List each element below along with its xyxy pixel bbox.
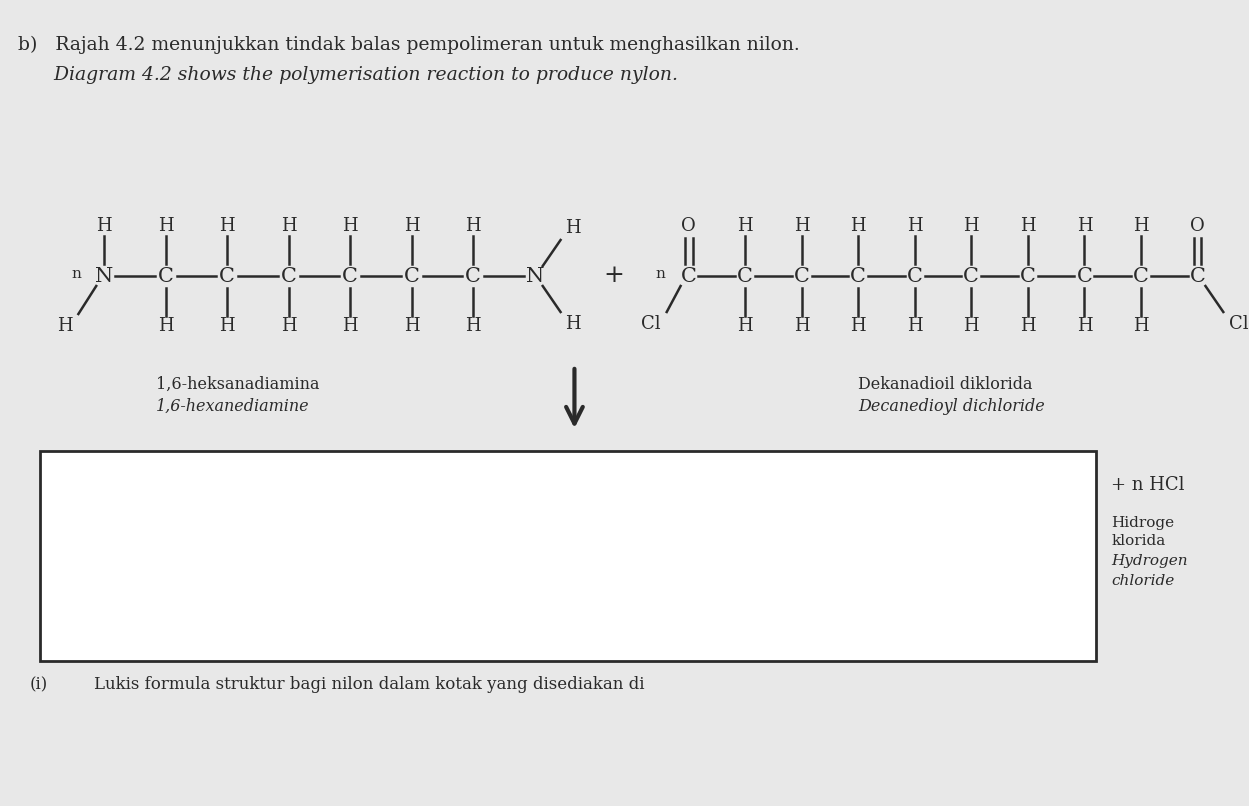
Text: H: H: [281, 317, 296, 335]
Text: N: N: [95, 267, 114, 285]
Text: H: H: [1133, 217, 1149, 235]
Text: H: H: [1020, 317, 1035, 335]
Text: H: H: [1133, 317, 1149, 335]
Text: Diagram 4.2 shows the polymerisation reaction to produce nylon.: Diagram 4.2 shows the polymerisation rea…: [17, 66, 678, 84]
Text: H: H: [794, 217, 809, 235]
Text: C: C: [681, 267, 697, 285]
Text: H: H: [794, 317, 809, 335]
Text: Cl: Cl: [1229, 315, 1249, 333]
Text: H: H: [466, 217, 481, 235]
Text: C: C: [1133, 267, 1149, 285]
Text: C: C: [793, 267, 809, 285]
Text: H: H: [96, 217, 112, 235]
Text: H: H: [1077, 217, 1092, 235]
Text: H: H: [220, 317, 235, 335]
Text: Dekanadioil diklorida: Dekanadioil diklorida: [858, 376, 1033, 393]
Text: 1,6-hexanediamine: 1,6-hexanediamine: [156, 398, 310, 415]
Bar: [40, 451, 1097, 661]
Text: (i): (i): [30, 676, 47, 693]
Text: C: C: [220, 267, 235, 285]
Text: H: H: [220, 217, 235, 235]
Text: Hydrogen: Hydrogen: [1112, 554, 1188, 568]
Text: C: C: [281, 267, 297, 285]
Text: C: C: [851, 267, 866, 285]
Text: C: C: [737, 267, 753, 285]
Text: H: H: [963, 317, 979, 335]
Text: 1,6-heksanadiamina: 1,6-heksanadiamina: [156, 376, 320, 393]
Text: C: C: [1020, 267, 1035, 285]
Text: H: H: [342, 317, 358, 335]
Text: C: C: [907, 267, 923, 285]
Text: Hidroge: Hidroge: [1112, 516, 1174, 530]
Text: H: H: [1020, 217, 1035, 235]
Text: H: H: [737, 317, 753, 335]
Text: n: n: [71, 267, 81, 281]
Text: Decanedioyl dichloride: Decanedioyl dichloride: [858, 398, 1045, 415]
Text: O: O: [1190, 217, 1205, 235]
Text: C: C: [963, 267, 979, 285]
Text: H: H: [737, 217, 753, 235]
Text: C: C: [157, 267, 174, 285]
Text: C: C: [342, 267, 358, 285]
Text: H: H: [342, 217, 358, 235]
Text: O: O: [681, 217, 696, 235]
Text: H: H: [963, 217, 979, 235]
Text: chloride: chloride: [1112, 574, 1174, 588]
Text: C: C: [403, 267, 420, 285]
Text: C: C: [1189, 267, 1205, 285]
Text: + n HCl: + n HCl: [1112, 476, 1185, 494]
Text: H: H: [1077, 317, 1092, 335]
Text: H: H: [403, 217, 420, 235]
Text: H: H: [157, 317, 174, 335]
Text: C: C: [1077, 267, 1093, 285]
Text: H: H: [466, 317, 481, 335]
Text: H: H: [565, 219, 581, 237]
Text: klorida: klorida: [1112, 534, 1165, 548]
Text: +: +: [603, 264, 624, 288]
Text: H: H: [907, 317, 923, 335]
Text: H: H: [56, 317, 72, 335]
Text: H: H: [157, 217, 174, 235]
Text: H: H: [281, 217, 296, 235]
Text: H: H: [403, 317, 420, 335]
Text: H: H: [851, 317, 866, 335]
Text: H: H: [907, 217, 923, 235]
Text: Cl: Cl: [641, 315, 661, 333]
Text: H: H: [851, 217, 866, 235]
Text: N: N: [526, 267, 543, 285]
Text: Lukis formula struktur bagi nilon dalam kotak yang disediakan di: Lukis formula struktur bagi nilon dalam …: [94, 676, 644, 693]
Text: n: n: [656, 267, 666, 281]
Text: H: H: [565, 315, 581, 333]
Text: b)   Rajah 4.2 menunjukkan tindak balas pempolimeran untuk menghasilkan nilon.: b) Rajah 4.2 menunjukkan tindak balas pe…: [17, 36, 799, 54]
Text: C: C: [466, 267, 481, 285]
